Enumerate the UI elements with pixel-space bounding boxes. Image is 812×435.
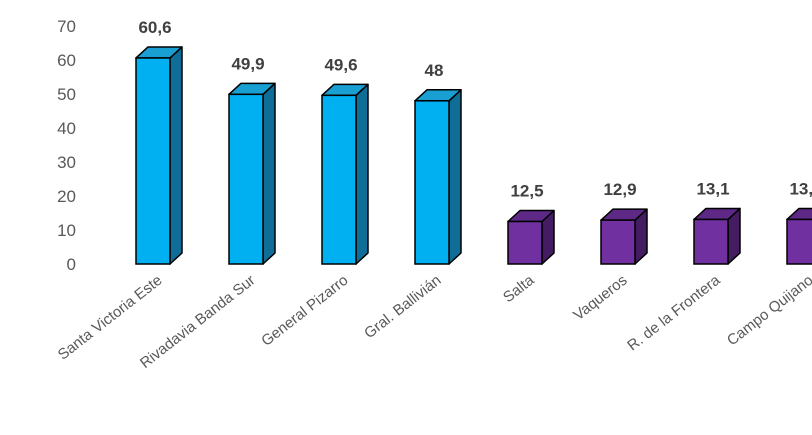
bar-front bbox=[135, 57, 171, 265]
y-tick-label: 60 bbox=[57, 51, 76, 70]
bar bbox=[135, 46, 183, 265]
y-tick-label: 70 bbox=[57, 17, 76, 36]
bar bbox=[600, 208, 648, 265]
bar-front bbox=[600, 219, 636, 265]
bar-front bbox=[786, 218, 812, 265]
y-tick-label: 0 bbox=[67, 255, 76, 274]
y-tick-label: 20 bbox=[57, 187, 76, 206]
data-label: 13,1 bbox=[789, 179, 812, 198]
x-category-label: Gral. Ballivián bbox=[361, 272, 444, 342]
x-category-label: Vaqueros bbox=[570, 272, 630, 324]
data-label: 48 bbox=[425, 61, 444, 80]
y-tick-label: 30 bbox=[57, 153, 76, 172]
x-category-label: General Pizarro bbox=[258, 272, 351, 350]
bar-side bbox=[355, 83, 369, 265]
bar-top bbox=[786, 207, 812, 221]
bar-front bbox=[507, 220, 543, 265]
y-tick-label: 50 bbox=[57, 85, 76, 104]
x-category-label: Campo Quijano bbox=[724, 272, 812, 350]
y-tick-label: 10 bbox=[57, 221, 76, 240]
bar-side bbox=[262, 82, 276, 265]
bar bbox=[786, 207, 812, 265]
bar bbox=[693, 207, 741, 265]
data-label: 49,9 bbox=[231, 54, 264, 73]
y-tick-label: 40 bbox=[57, 119, 76, 138]
bar-front bbox=[693, 218, 729, 265]
bar bbox=[414, 89, 462, 265]
bar-front bbox=[414, 100, 450, 265]
x-category-label: R. de la Frontera bbox=[624, 271, 724, 354]
data-label: 49,6 bbox=[324, 55, 357, 74]
bar bbox=[321, 83, 369, 265]
data-label: 12,9 bbox=[603, 180, 636, 199]
bar bbox=[507, 209, 555, 265]
data-label: 60,6 bbox=[138, 18, 171, 37]
data-label: 12,5 bbox=[510, 182, 543, 201]
bar bbox=[228, 82, 276, 265]
bar-side bbox=[169, 46, 183, 265]
bar-front bbox=[228, 93, 264, 265]
bar-front bbox=[321, 94, 357, 265]
data-label: 13,1 bbox=[696, 179, 729, 198]
x-category-label: Salta bbox=[500, 271, 538, 306]
bar-side bbox=[448, 89, 462, 265]
